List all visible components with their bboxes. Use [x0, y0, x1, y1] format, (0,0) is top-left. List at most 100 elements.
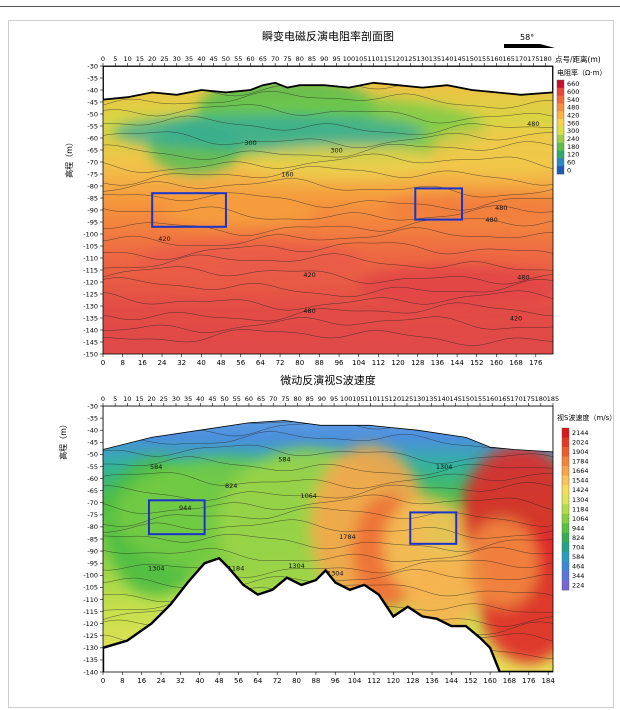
chart1-surface-mask: [103, 66, 553, 101]
chart2-colorbar-swatch: [562, 523, 569, 534]
top-rule: [0, 6, 620, 7]
chart2-top-tick-label: 135: [425, 395, 437, 403]
chart2-colorbar-label: 2024: [572, 439, 589, 447]
chart2-bottom-tick-label: 8: [120, 677, 124, 685]
chart1-colorbar-swatch: [557, 166, 564, 175]
chart2-colorbar-swatch: [562, 570, 569, 581]
chart2-contour-label: 584: [278, 456, 290, 464]
chart2-top-tick-label: 75: [281, 395, 289, 403]
chart1-contour-label: 420: [158, 235, 170, 243]
chart1-top-tick-label: 120: [392, 55, 404, 63]
chart2-title: 微动反演视S波速度: [280, 373, 376, 387]
chart2-colorbar-swatch: [562, 466, 569, 476]
chart1-colorbar-swatch: [557, 80, 564, 89]
chart2-contour-label: 1304: [288, 562, 305, 570]
chart1-bottom-tick-label: 160: [490, 359, 503, 367]
chart2-contour-label: 1304: [436, 463, 453, 471]
chart2-colorbar-title: 视S波速度（m/s）: [557, 413, 616, 422]
chart2-y-tick-label: -40: [87, 426, 98, 434]
chart1-top-tick-label: 105: [355, 55, 367, 63]
chart2-top-tick-label: 30: [172, 395, 180, 403]
chart1-title: 瞬变电磁反演电阻率剖面图: [262, 29, 394, 43]
chart2-colorbar-swatch: [562, 542, 569, 553]
chart2-colorbar-label: 464: [572, 562, 584, 570]
chart2-y-tick-label: -60: [87, 475, 98, 483]
chart2-bottom-tick-label: 64: [253, 677, 262, 685]
chart2-top-tick-label: 125: [401, 395, 413, 403]
chart1-top-tick-label: 40: [197, 55, 205, 63]
chart1-top-tick-label: 65: [259, 55, 267, 63]
chart1-anomaly-box: [414, 187, 464, 221]
chart2-colorbar-label: 1544: [572, 477, 589, 485]
chart2-top-tick-label: 165: [498, 395, 510, 403]
chart1-y-tick-label: -135: [83, 314, 98, 322]
chart2-y-tick-label: -85: [87, 535, 98, 543]
chart1-anomaly-box: [151, 192, 227, 228]
chart2-y-tick-label: -90: [87, 547, 98, 555]
chart1-top-tick-label: 60: [246, 55, 254, 63]
chart2-top-tick-label: 35: [184, 395, 192, 403]
chart1-y-tick-label: -140: [83, 326, 98, 334]
chart2-bottom-tick-label: 120: [387, 677, 400, 685]
chart2-top-tick-label: 50: [220, 395, 228, 403]
chart2-colorbar-label: 1904: [572, 448, 589, 456]
chart2-colorbar-label: 824: [572, 534, 584, 542]
chart2-top-tick-label: 155: [474, 395, 486, 403]
chart2-y-tick-label: -130: [83, 644, 98, 652]
chart1-colorbar-swatch: [557, 150, 564, 159]
chart1-bottom-tick-label: 88: [315, 359, 324, 367]
chart2-contour-label: 584: [150, 463, 162, 471]
chart1-plot-area: 300 300 480 160 420 480 480 420 480 480 420: [103, 66, 553, 354]
chart2-colorbar-label: 584: [572, 553, 584, 561]
chart1-y-tick-label: -50: [87, 110, 98, 118]
chart1-bottom-tick-label: 112: [372, 359, 385, 367]
chart2-top-tick-label: 10: [123, 395, 131, 403]
chart2-plot-area: 584 584 824 944 1064 1184 1304 1304 1304 1784 1304: [103, 406, 553, 672]
chart1-y-tick-label: -45: [87, 98, 98, 106]
chart1-top-tick-label: 30: [173, 55, 181, 63]
chart1-y-tick-label: -100: [83, 230, 98, 238]
chart2-bottom-tick-label: 144: [445, 677, 459, 685]
chart2-top-tick-label: 15: [135, 395, 143, 403]
chart2-top-tick-label: 20: [148, 395, 156, 403]
chart2-contour-label: 1784: [339, 533, 356, 541]
chart2-colorbar-label: 1784: [572, 458, 589, 466]
chart1-y-tick-label: -70: [87, 158, 98, 166]
chart2-top-tick-label: 120: [389, 395, 401, 403]
chart1-colorbar-label: 360: [567, 119, 579, 127]
chart2-invalid-mask: [103, 556, 553, 672]
chart2-contour-label: 1064: [300, 492, 317, 500]
chart1-bottom-tick-label: 72: [276, 359, 285, 367]
chart1-top-tick-label: 180: [539, 55, 551, 63]
chart1-contour-label: 480: [517, 274, 529, 282]
chart1-top-tick-label: 170: [515, 55, 527, 63]
chart1-bottom-tick-label: 24: [158, 359, 167, 367]
chart1-contour-label: 420: [303, 271, 315, 279]
chart1-colorbar-label: 0: [567, 166, 571, 174]
chart1-y-tick-label: -125: [83, 290, 98, 298]
chart2-colorbar-label: 2144: [572, 429, 589, 437]
chart1-colorbar-title: 电阻率（Ω·m）: [557, 68, 606, 77]
chart2-y-tick-label: -55: [87, 463, 98, 471]
chart2-top-tick-label: 0: [101, 395, 105, 403]
chart1-colorbar-label: 660: [567, 80, 579, 88]
figure-frame: [8, 20, 614, 708]
chart1-y-tick-label: -60: [87, 134, 98, 142]
chart1-top-tick-label: 160: [490, 55, 502, 63]
chart2-top-tick-label: 55: [233, 395, 241, 403]
chart2-bottom-tick-label: 80: [292, 677, 301, 685]
chart2-bottom-tick-label: 160: [483, 677, 496, 685]
chart2-colorbar-swatch: [562, 447, 569, 457]
chart1-top-tick-label: 0: [101, 55, 105, 63]
chart1-colorbar-swatch: [557, 158, 564, 167]
chart1-top-tick-label: 85: [308, 55, 316, 63]
chart1-y-tick-label: -30: [87, 62, 98, 70]
chart2-y-tick-label: -110: [83, 596, 98, 604]
chart1-top-tick-label: 110: [367, 55, 379, 63]
chart1-colorbar-label: 120: [567, 151, 579, 159]
chart1-y-tick-label: -145: [83, 338, 98, 346]
chart1-bottom-tick-label: 56: [236, 359, 245, 367]
